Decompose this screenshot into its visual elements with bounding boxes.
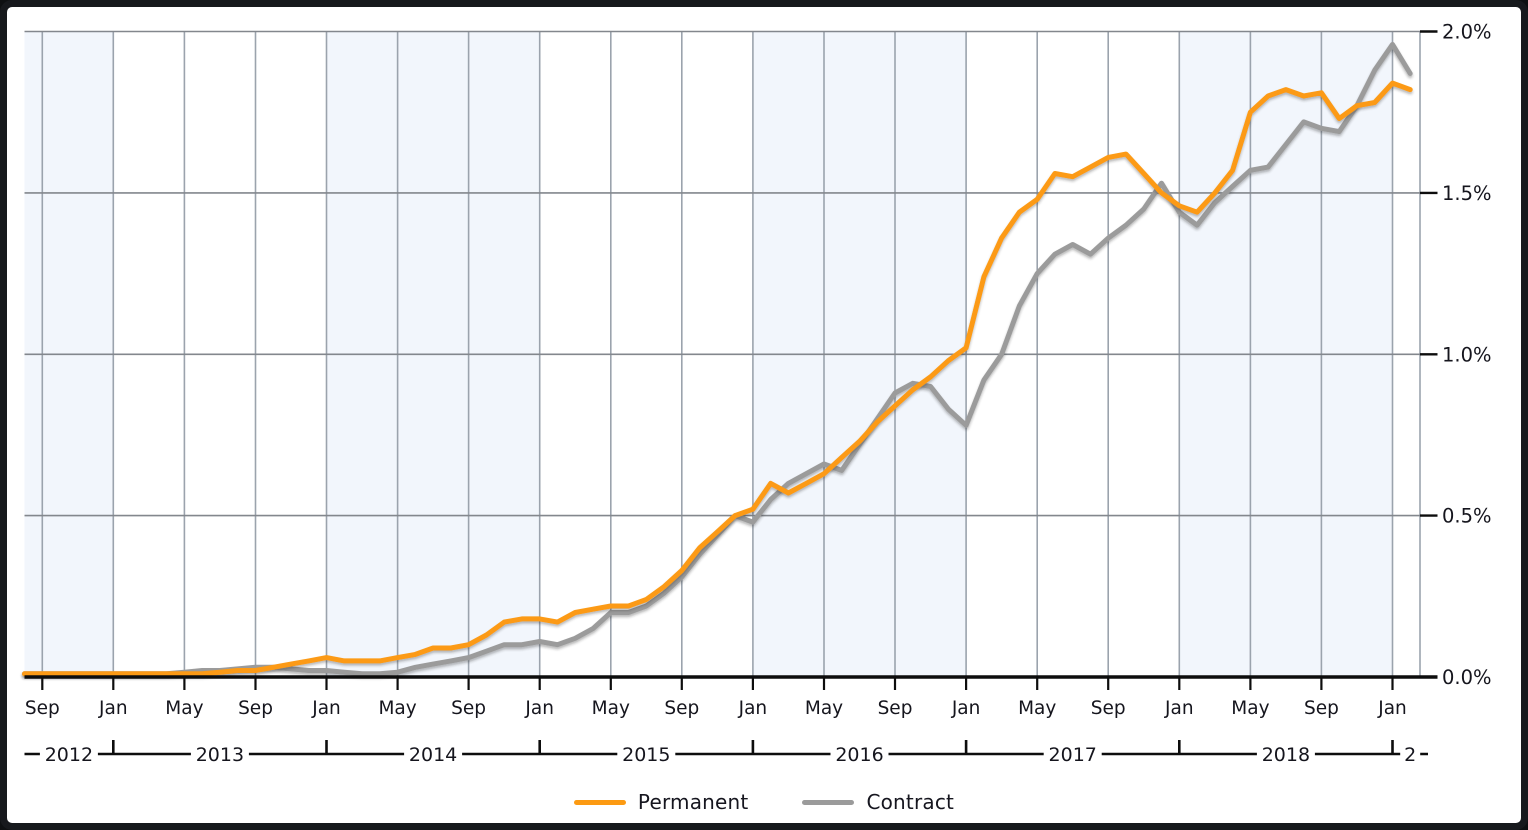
svg-text:Jan: Jan: [951, 698, 981, 719]
series-line-permanent: [22, 80, 1413, 677]
svg-text:2012: 2012: [45, 744, 93, 766]
svg-text:0.0%: 0.0%: [1442, 666, 1492, 689]
line-chart: Sep Jan May Sep Jan May Sep Jan May Sep Jan May Sep J…: [22, 21, 1492, 766]
horizontal-gridlines: [24, 30, 1420, 517]
svg-text:0.5%: 0.5%: [1442, 505, 1492, 528]
svg-text:2013: 2013: [196, 744, 244, 766]
svg-text:1.5%: 1.5%: [1442, 182, 1492, 205]
axis-labels: Sep Jan May Sep Jan May Sep Jan May Sep Jan May Sep J…: [25, 21, 1492, 766]
svg-text:May: May: [1231, 698, 1269, 719]
legend-label-permanent: Permanent: [637, 790, 749, 814]
svg-text:May: May: [805, 698, 843, 719]
svg-text:Jan: Jan: [1377, 698, 1407, 719]
series-lines: [22, 41, 1413, 677]
svg-text:2016: 2016: [835, 744, 883, 766]
svg-text:Sep: Sep: [1091, 698, 1126, 719]
svg-text:Jan: Jan: [1164, 698, 1194, 719]
svg-text:Jan: Jan: [738, 698, 768, 719]
contract-line-swatch: [802, 799, 855, 805]
legend-label-contract: Contract: [866, 790, 955, 814]
svg-text:Sep: Sep: [1304, 698, 1339, 719]
svg-text:2.0%: 2.0%: [1442, 21, 1492, 44]
svg-text:Sep: Sep: [25, 698, 60, 719]
axes-and-ticks: [24, 30, 1438, 756]
svg-text:Jan: Jan: [524, 698, 554, 719]
permanent-line-swatch: [573, 799, 626, 805]
svg-text:2018: 2018: [1262, 744, 1310, 766]
svg-text:2014: 2014: [409, 744, 457, 766]
chart-legend: Permanent Contract: [7, 786, 1521, 818]
svg-text:May: May: [165, 698, 203, 719]
svg-text:Sep: Sep: [664, 698, 699, 719]
svg-text:2015: 2015: [622, 744, 670, 766]
svg-text:2: 2: [1404, 744, 1416, 766]
legend-item-permanent: Permanent: [573, 790, 749, 814]
svg-text:Sep: Sep: [451, 698, 486, 719]
svg-text:May: May: [378, 698, 416, 719]
svg-text:Jan: Jan: [311, 698, 341, 719]
svg-text:May: May: [592, 698, 630, 719]
svg-text:1.0%: 1.0%: [1442, 343, 1492, 366]
svg-text:May: May: [1018, 698, 1056, 719]
svg-text:Sep: Sep: [878, 698, 913, 719]
legend-item-contract: Contract: [802, 790, 954, 814]
svg-text:Jan: Jan: [98, 698, 128, 719]
svg-text:2017: 2017: [1049, 744, 1097, 766]
svg-text:Sep: Sep: [238, 698, 273, 719]
